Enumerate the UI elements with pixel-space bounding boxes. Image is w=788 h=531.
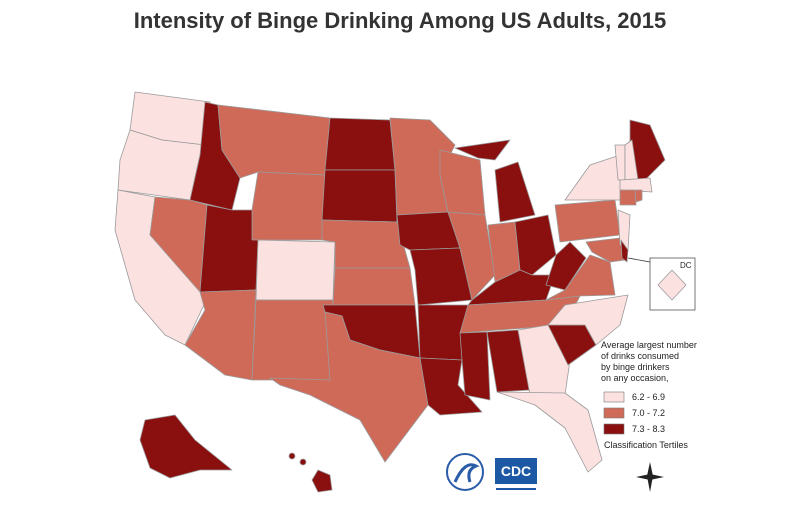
state [321, 169, 398, 223]
state [554, 199, 621, 243]
state [545, 241, 587, 291]
state [514, 214, 557, 276]
state [299, 458, 307, 466]
state [620, 239, 629, 263]
state [251, 299, 334, 381]
state [619, 177, 653, 193]
legend-label: 6.2 - 6.9 [632, 392, 665, 402]
logos: CDC [446, 453, 537, 491]
cdc-logo [495, 458, 537, 484]
state [459, 331, 491, 401]
state [447, 211, 496, 301]
legend-swatch [603, 407, 625, 419]
legend-label: 7.3 - 8.3 [632, 424, 665, 434]
state [657, 269, 687, 301]
cdc-logo-text: CDC [501, 463, 531, 479]
state [255, 239, 336, 301]
inset-label: DC [680, 261, 692, 270]
legend: Average largest number of drinks consume… [601, 340, 697, 450]
compass [636, 462, 664, 492]
state [332, 267, 416, 306]
state [454, 139, 511, 161]
state [494, 161, 536, 223]
states: DC [114, 91, 696, 493]
legend-title: on any occasion, [601, 373, 669, 383]
state [199, 204, 259, 293]
legend-swatch [603, 423, 625, 435]
legend-note: Classification Tertiles [604, 440, 688, 450]
state [619, 189, 637, 206]
compass-ew [636, 474, 664, 480]
legend-title: Average largest number [601, 340, 697, 350]
state [217, 104, 331, 179]
state [321, 219, 411, 269]
hhs-eagle [453, 463, 480, 483]
inset-pointer [627, 257, 651, 263]
state [547, 294, 629, 346]
state [324, 117, 396, 171]
legend-title: of drinks consumed [601, 351, 679, 361]
state [439, 149, 486, 216]
state [634, 189, 643, 203]
state [564, 154, 626, 201]
legend-swatch [603, 391, 625, 403]
state [269, 311, 429, 463]
state [288, 452, 296, 460]
hhs-logo [446, 453, 484, 491]
legend-title: by binge drinkers [601, 362, 670, 372]
state [409, 247, 473, 306]
map-title: Intensity of Binge Drinking Among US Adu… [134, 8, 667, 33]
state [311, 469, 333, 493]
state [496, 391, 603, 473]
legend-label: 7.0 - 7.2 [632, 408, 665, 418]
state [251, 171, 326, 241]
state [139, 414, 233, 479]
state [585, 237, 626, 263]
